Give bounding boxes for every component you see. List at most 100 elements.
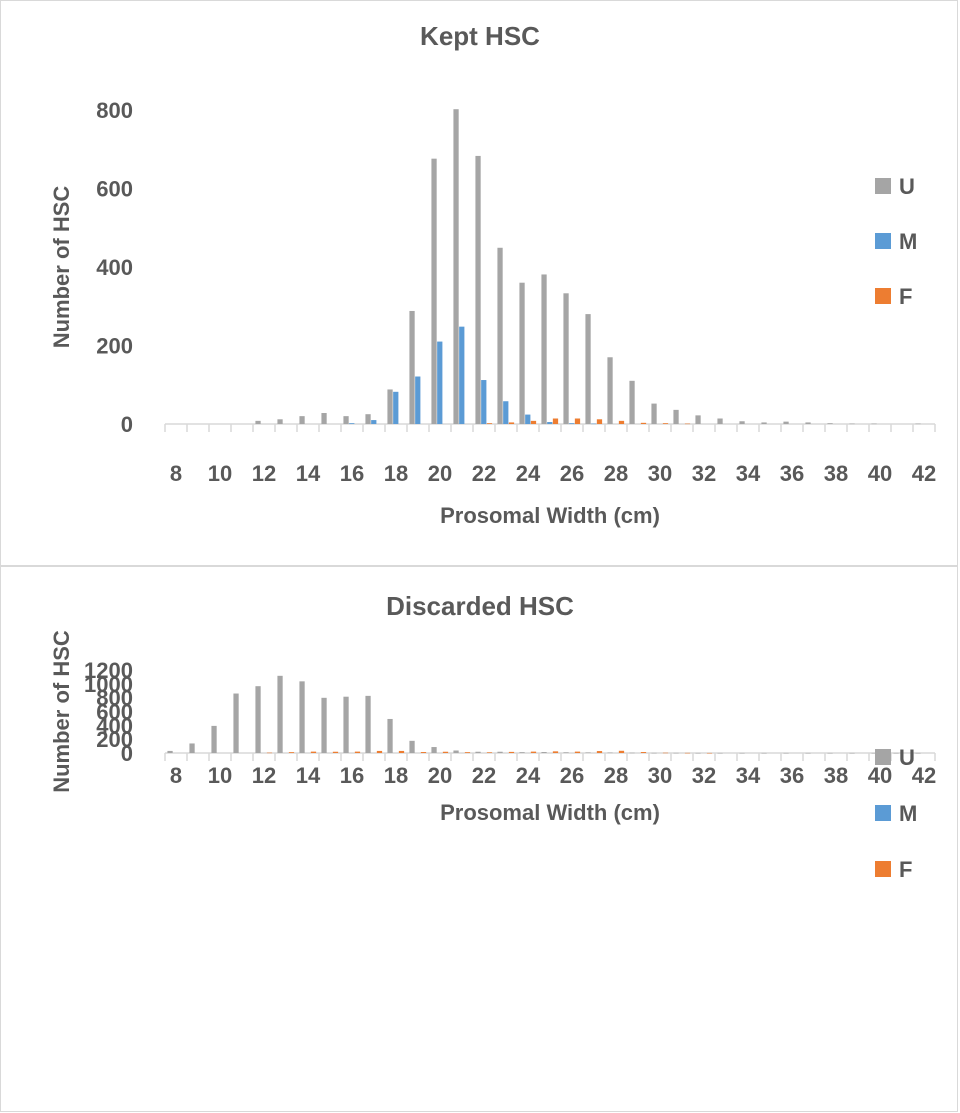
discarded-bar-u-16 bbox=[343, 696, 349, 753]
discarded-x-tick-label: 26 bbox=[560, 763, 584, 788]
discarded-y-tick-label: 800 bbox=[96, 686, 133, 711]
discarded-x-tick-label: 8 bbox=[170, 763, 182, 788]
kept-bar-u-37 bbox=[805, 422, 811, 424]
kept-bar-u-28 bbox=[607, 357, 613, 424]
discarded-bar-f-13 bbox=[288, 752, 295, 753]
discarded-bar-u-17 bbox=[365, 695, 371, 753]
discarded-x-tick-label: 40 bbox=[868, 763, 892, 788]
discarded-legend-label-u: U bbox=[899, 745, 915, 770]
discarded-bar-u-38 bbox=[827, 752, 833, 754]
kept-bar-f-29 bbox=[640, 422, 647, 424]
kept-bar-m-19 bbox=[415, 376, 421, 424]
discarded-bar-u-23 bbox=[497, 751, 503, 753]
discarded-bar-f-29 bbox=[640, 752, 647, 753]
kept-x-tick-label: 26 bbox=[560, 461, 584, 486]
discarded-x-tick-label: 18 bbox=[384, 763, 408, 788]
kept-y-tick-label: 200 bbox=[96, 334, 133, 359]
kept-bar-m-26 bbox=[569, 423, 575, 424]
discarded-x-tick-label: 36 bbox=[780, 763, 804, 788]
kept-bar-u-15 bbox=[321, 413, 327, 424]
kept-bar-f-30 bbox=[662, 423, 669, 424]
kept-legend-label-f: F bbox=[899, 284, 912, 309]
kept-bar-u-13 bbox=[277, 419, 283, 424]
discarded-bar-u-8 bbox=[167, 750, 173, 753]
discarded-bar-f-16 bbox=[354, 751, 361, 753]
discarded-bar-f-15 bbox=[332, 751, 339, 753]
kept-bar-u-12 bbox=[255, 420, 261, 424]
kept-bar-f-25 bbox=[552, 418, 559, 424]
discarded-bar-u-34 bbox=[739, 752, 745, 754]
discarded-bar-u-28 bbox=[607, 752, 613, 754]
discarded-bar-f-20 bbox=[442, 751, 449, 753]
discarded-bar-u-12 bbox=[255, 686, 261, 753]
kept-bar-u-33 bbox=[717, 418, 723, 424]
discarded-bar-f-18 bbox=[398, 750, 405, 753]
kept-bar-u-16 bbox=[343, 416, 349, 424]
discarded-bar-u-18 bbox=[387, 718, 393, 753]
discarded-bar-f-26 bbox=[574, 751, 581, 753]
discarded-bar-u-22 bbox=[475, 751, 481, 753]
discarded-x-tick-label: 12 bbox=[252, 763, 276, 788]
kept-legend-swatch-m bbox=[875, 233, 891, 249]
kept-legend-swatch-u bbox=[875, 178, 891, 194]
kept-bar-u-40 bbox=[871, 423, 877, 425]
discarded-bar-u-31 bbox=[673, 752, 679, 754]
discarded-bar-u-11 bbox=[233, 693, 239, 753]
kept-bar-u-19 bbox=[409, 310, 415, 424]
kept-y-tick-label: 0 bbox=[121, 412, 133, 437]
discarded-bar-f-23 bbox=[508, 751, 515, 753]
discarded-bar-f-22 bbox=[486, 752, 493, 753]
discarded-bar-u-32 bbox=[695, 752, 701, 754]
discarded-bar-u-30 bbox=[651, 752, 657, 754]
kept-x-tick-label: 20 bbox=[428, 461, 452, 486]
discarded-bar-u-24 bbox=[519, 752, 525, 753]
kept-x-tick-label: 38 bbox=[824, 461, 848, 486]
discarded-bar-u-20 bbox=[431, 747, 437, 753]
discarded-x-tick-label: 28 bbox=[604, 763, 628, 788]
kept-bar-u-31 bbox=[673, 409, 679, 424]
discarded-bar-u-36 bbox=[783, 752, 789, 754]
kept-bar-u-26 bbox=[563, 293, 569, 424]
kept-bar-u-29 bbox=[629, 380, 635, 424]
kept-bar-f-26 bbox=[574, 418, 581, 424]
kept-x-tick-label: 36 bbox=[780, 461, 804, 486]
discarded-bar-f-30 bbox=[662, 752, 669, 754]
kept-x-tick-label: 18 bbox=[384, 461, 408, 486]
kept-bar-u-14 bbox=[299, 416, 305, 424]
kept-x-tick-label: 28 bbox=[604, 461, 628, 486]
discarded-bar-u-21 bbox=[453, 750, 459, 753]
discarded-legend-label-m: M bbox=[899, 801, 917, 826]
kept-x-tick-label: 34 bbox=[736, 461, 761, 486]
discarded-y-tick-label: 200 bbox=[96, 727, 133, 752]
discarded-bar-u-35 bbox=[761, 752, 767, 754]
discarded-bar-f-12 bbox=[266, 752, 273, 754]
kept-bar-u-24 bbox=[519, 282, 525, 424]
discarded-bar-f-17 bbox=[376, 750, 383, 753]
discarded-chart-title: Discarded HSC bbox=[386, 591, 574, 621]
discarded-bar-f-19 bbox=[420, 752, 427, 753]
kept-bar-f-31 bbox=[684, 423, 691, 425]
kept-bar-u-34 bbox=[739, 421, 745, 424]
kept-bar-m-17 bbox=[371, 420, 377, 424]
discarded-legend-swatch-m bbox=[875, 805, 891, 821]
discarded-y-tick-label: 0 bbox=[121, 741, 133, 766]
discarded-y-tick-label: 1200 bbox=[84, 658, 133, 683]
kept-bar-u-38 bbox=[827, 423, 833, 424]
discarded-bar-f-31 bbox=[684, 752, 691, 754]
kept-x-tick-label: 22 bbox=[472, 461, 496, 486]
kept-bar-u-23 bbox=[497, 247, 503, 424]
discarded-bar-f-28 bbox=[618, 750, 625, 753]
kept-bar-u-25 bbox=[541, 274, 547, 424]
kept-bar-u-22 bbox=[475, 155, 481, 425]
kept-y-axis-title: Number of HSC bbox=[49, 186, 74, 349]
kept-bar-u-39 bbox=[849, 423, 855, 425]
discarded-bar-u-27 bbox=[585, 752, 591, 753]
kept-bar-f-22 bbox=[486, 423, 493, 424]
discarded-bar-u-25 bbox=[541, 752, 547, 753]
discarded-x-tick-label: 22 bbox=[472, 763, 496, 788]
kept-hsc-chart: Kept HSC Number of HSC 0 200 400 600 800 8 10 12 1… bbox=[49, 21, 936, 528]
discarded-bar-u-9 bbox=[189, 743, 195, 753]
discarded-bar-f-24 bbox=[530, 751, 537, 753]
discarded-bar-u-33 bbox=[717, 752, 723, 754]
discarded-bar-u-26 bbox=[563, 752, 569, 753]
